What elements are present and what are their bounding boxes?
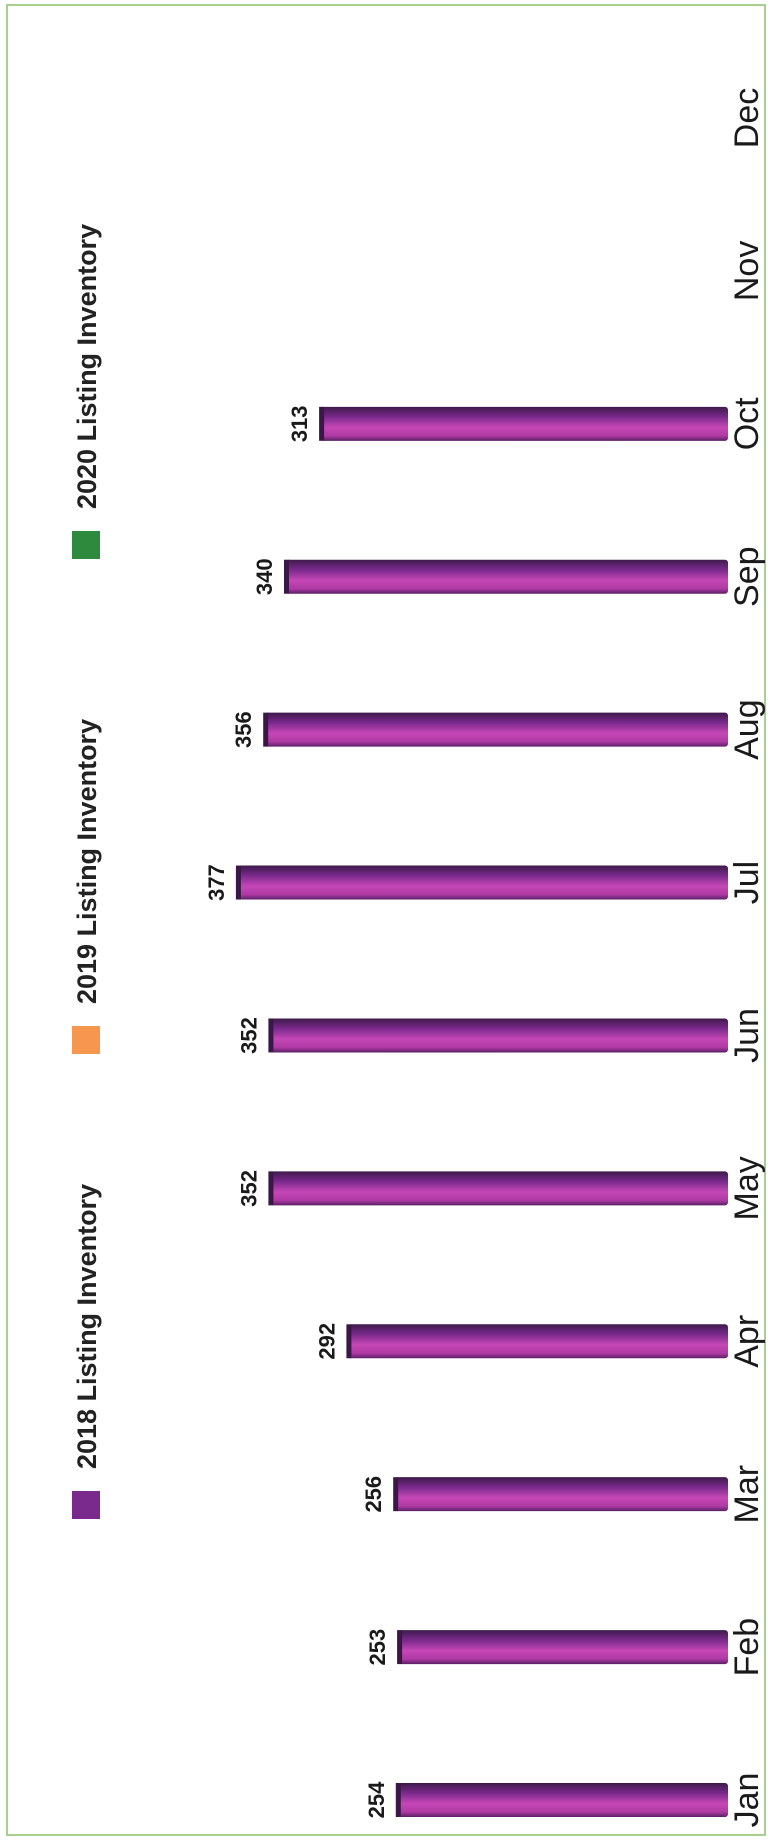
bar-cap (263, 712, 269, 747)
legend-item-1: 2018 Listing Inventory (72, 1184, 102, 1519)
bar-jul (235, 865, 728, 900)
category-label-jan: Jan (728, 1773, 766, 1828)
data-label-feb: 253 (365, 1629, 390, 1666)
category-label-jul: Jul (728, 861, 766, 904)
category-label-sep: Sep (728, 546, 766, 607)
legend-swatch (72, 531, 100, 559)
legend-swatch (72, 1491, 100, 1519)
bar-body (286, 559, 728, 594)
category-label-jun: Jun (728, 1008, 766, 1063)
bar-body (395, 1477, 728, 1512)
bar-cap (393, 1477, 399, 1512)
category-label-nov: Nov (728, 241, 766, 301)
data-label-jul: 377 (204, 864, 229, 901)
bar-cap (284, 559, 289, 594)
data-labels: 254 253 256 292 352 352 377 356 340 313 (204, 405, 390, 1818)
bar-body (397, 1783, 728, 1817)
bar-body (321, 406, 728, 441)
data-label-mar: 256 (361, 1476, 386, 1513)
bar-jan (395, 1783, 728, 1817)
bar-may (268, 1171, 728, 1206)
legend-item-3: 2020 Listing Inventory (72, 224, 102, 559)
legend-label: 2019 Listing Inventory (72, 719, 102, 1004)
bar-cap (268, 1171, 274, 1206)
category-label-may: May (728, 1156, 766, 1220)
bar-body (265, 712, 728, 747)
bar-mar (393, 1477, 728, 1512)
legend-label: 2020 Listing Inventory (72, 224, 102, 509)
bar-feb (397, 1630, 728, 1665)
bar-cap (319, 406, 325, 441)
bar-cap (235, 865, 241, 900)
bar-body (237, 865, 728, 900)
data-label-jun: 352 (236, 1017, 261, 1054)
legend: 2018 Listing Inventory 2019 Listing Inven… (72, 224, 102, 1519)
bar-cap (268, 1018, 274, 1053)
bar-body (270, 1018, 728, 1053)
bar-cap (346, 1324, 352, 1359)
bar-sep (284, 559, 728, 594)
legend-label: 2018 Listing Inventory (72, 1184, 102, 1469)
category-axis-labels: Jan Feb Mar Apr May Jun Jul Aug Sep Oct Nov Dec (728, 88, 766, 1828)
data-label-apr: 292 (314, 1323, 339, 1360)
data-label-aug: 356 (231, 711, 256, 748)
category-label-mar: Mar (728, 1465, 766, 1524)
bar-apr (346, 1324, 728, 1359)
bar-body (399, 1630, 728, 1665)
bar-oct (319, 406, 728, 441)
category-label-apr: Apr (728, 1315, 766, 1368)
legend-item-2: 2019 Listing Inventory (72, 719, 102, 1054)
category-label-dec: Dec (728, 88, 766, 148)
data-label-may: 352 (236, 1170, 261, 1207)
data-label-sep: 340 (252, 558, 277, 595)
category-label-feb: Feb (728, 1618, 766, 1677)
bar-aug (263, 712, 728, 747)
bar-body (270, 1171, 728, 1206)
bar-jun (268, 1018, 728, 1053)
legend-swatch (72, 1026, 100, 1054)
chart-frame (6, 4, 766, 1836)
category-label-aug: Aug (728, 699, 766, 760)
data-label-oct: 313 (287, 405, 312, 442)
bars (235, 406, 728, 1817)
bar-cap (397, 1630, 403, 1665)
bar-body (348, 1324, 728, 1359)
data-label-jan: 254 (364, 1781, 389, 1818)
category-label-oct: Oct (728, 397, 766, 450)
bar-cap (395, 1783, 401, 1817)
